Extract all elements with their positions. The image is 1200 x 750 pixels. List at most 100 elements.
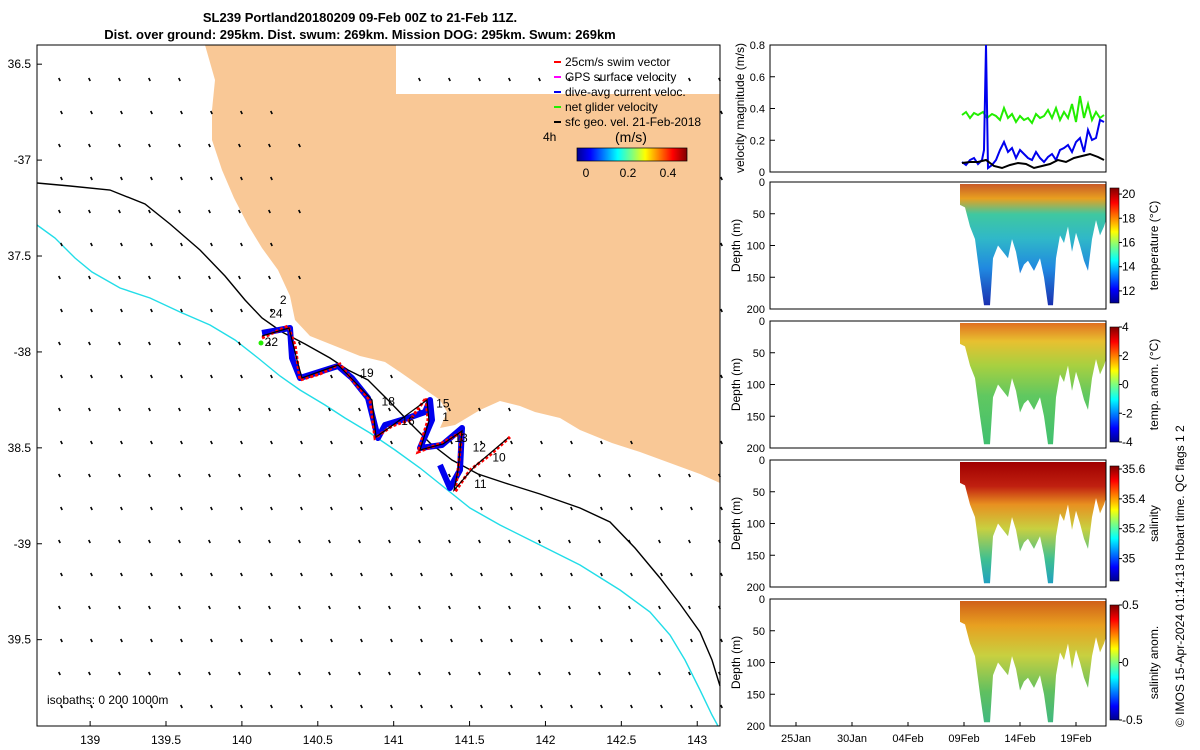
velocity-vector-dot [180,440,183,445]
waypoint-label: 19 [360,366,374,380]
velocity-vector-dot [300,638,303,643]
velocity-vector-dot [178,671,181,676]
velocity-vector-dot [88,275,91,280]
velocity-vector-dot [508,77,511,82]
velocity-vector-dot [208,671,211,676]
waypoint-label: 22 [265,335,279,349]
velocity-vector-dot [268,407,271,412]
velocity-vector-dot [120,440,123,445]
velocity-y-tick-label: 0 [759,167,765,179]
velocity-vector-dot [238,605,241,610]
velocity-vector-dot [90,440,93,445]
velocity-vector-dot [388,671,391,676]
velocity-vector-dot [628,539,631,544]
velocity-y-tick-label: 0.8 [750,40,765,52]
velocity-vector-dot [688,605,691,610]
depth-ylabel: Depth (m) [729,358,743,411]
velocity-vector-dot [598,539,601,544]
velocity-vector-dot [508,671,511,676]
velocity-vector-dot [538,77,541,82]
velocity-vector-dot [448,539,451,544]
velocity-vector-dot [630,440,633,445]
velocity-vector-dot [120,242,123,247]
velocity-vector-dot [120,176,123,181]
velocity-vector-dot [150,704,153,709]
velocity-vector-dot [268,671,271,676]
map-x-tick-label: 140.5 [303,733,333,747]
depth-tick-label: 200 [747,304,765,316]
velocity-vector-dot [568,605,571,610]
velocity-vector-dot [660,638,663,643]
velocity-y-tick-label: 0.2 [750,135,765,147]
velocity-vector-dot [120,704,123,709]
velocity-vector-dot [628,77,631,82]
velocity-vector-dot [360,638,363,643]
depth-tick-label: 150 [747,272,765,284]
velocity-vector-dot [240,308,243,313]
legend-net-label: net glider velocity [565,100,658,114]
velocity-vector-dot [450,572,453,577]
velocity-vector-dot [150,176,153,181]
velocity-vector-dot [58,341,61,346]
velocity-vector-dot [238,143,241,148]
velocity-vector-dot [58,473,61,478]
velocity-vector-dot [720,440,723,445]
velocity-vector-dot [510,440,513,445]
colorbar-label: temperature (°C) [1147,201,1161,291]
velocity-vector-dot [358,407,361,412]
isobath-200m [36,182,721,687]
velocity-vector-dot [328,407,331,412]
map-panel: 224 22 19 18 16 151 13 12 10 11 25cm/s swim vecto… [8,44,723,747]
velocity-vector-dot [118,77,121,82]
depth-tick-label: 100 [747,658,765,670]
velocity-vector-dot [508,539,511,544]
velocity-vector-dot [240,704,243,709]
velocity-vector-dot [568,473,571,478]
velocity-vector-dot [448,473,451,478]
velocity-vector-dot [148,605,151,610]
velocity-vector-dot [118,671,121,676]
velocity-vector-dot [480,572,483,577]
velocity-vector-dot [180,374,183,379]
velocity-vector-dot [510,638,513,643]
velocity-vector-dot [270,638,273,643]
velocity-vector-dot [658,77,661,82]
velocity-vector-dot [148,407,151,412]
velocity-vector-dot [58,275,61,280]
velocity-vector-dot [178,407,181,412]
velocity-vector-dot [210,704,213,709]
velocity-vector-dot [240,572,243,577]
colorbar-tick-label: 14 [1122,260,1136,274]
velocity-vector-dot [538,539,541,544]
velocity-vector-dot [450,440,453,445]
velocity-vector-dot [270,242,273,247]
legend-current-label: dive-avg current veloc. [565,85,686,99]
velocity-vector-dot [688,539,691,544]
imos-credit: © IMOS 15-Apr-2024 01:14:13 Hobart time.… [1173,425,1187,727]
velocity-vector-dot [210,374,213,379]
velocity-vector-dot [90,176,93,181]
velocity-vector-dot [180,572,183,577]
velocity-vector-dot [298,407,301,412]
velocity-vector-dot [88,407,91,412]
velocity-vector-dot [450,506,453,511]
velocity-vector-dot [630,638,633,643]
velocity-vector-dot [178,473,181,478]
velocity-vector-dot [660,572,663,577]
waypoint-label: 13 [454,431,468,445]
velocity-vector-dot [568,77,571,82]
velocity-vector-dot [148,275,151,280]
map-y-axis: 36.5 -37 37.5 -38 38.5 -39 39.5 [8,57,42,647]
velocity-vector-dot [178,275,181,280]
velocity-vector-dot [658,473,661,478]
velocity-vector-dot [540,506,543,511]
colorbar-tick-2: 0.4 [660,166,677,180]
profile-section [960,601,1106,723]
velocity-vector-dot [568,539,571,544]
velocity-vector-dot [88,77,91,82]
velocity-vector-dot [390,506,393,511]
colorbar-tick-label: 35.6 [1122,462,1146,476]
velocity-vector-dot [540,704,543,709]
waypoint-label: 2 [280,293,287,307]
velocity-vector-dot [300,704,303,709]
